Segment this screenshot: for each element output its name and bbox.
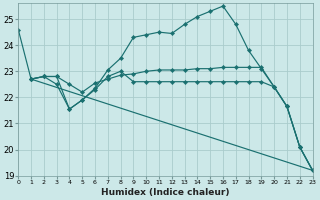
X-axis label: Humidex (Indice chaleur): Humidex (Indice chaleur) (101, 188, 230, 197)
